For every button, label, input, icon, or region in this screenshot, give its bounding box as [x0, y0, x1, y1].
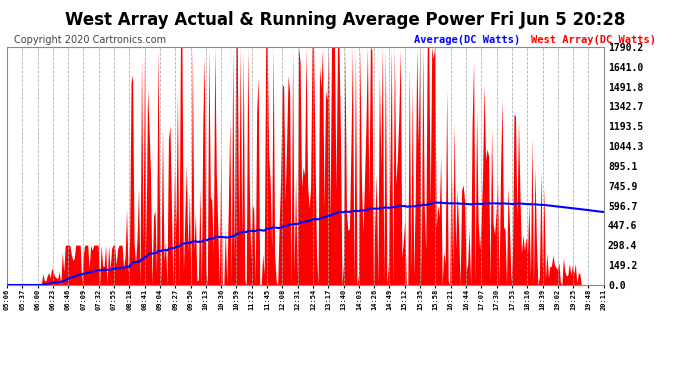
- Text: Copyright 2020 Cartronics.com: Copyright 2020 Cartronics.com: [14, 35, 166, 45]
- Text: West Array(DC Watts): West Array(DC Watts): [531, 35, 656, 45]
- Text: Average(DC Watts): Average(DC Watts): [414, 35, 520, 45]
- Text: West Array Actual & Running Average Power Fri Jun 5 20:28: West Array Actual & Running Average Powe…: [65, 11, 625, 29]
